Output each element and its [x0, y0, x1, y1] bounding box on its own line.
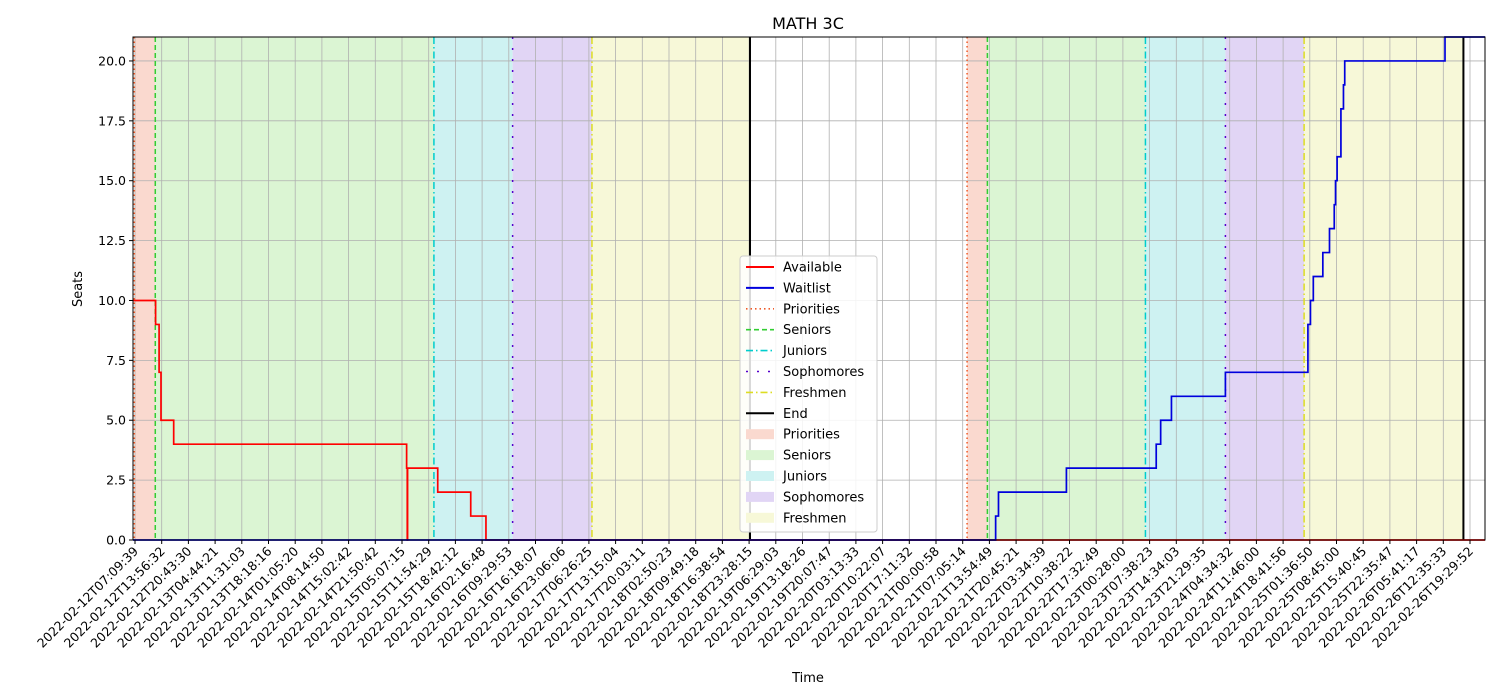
x-axis-label: Time — [791, 671, 824, 686]
band-freshmen-10 — [1304, 37, 1464, 540]
legend-label-freshmen: Freshmen — [783, 386, 847, 401]
band-seniors-1 — [155, 37, 434, 540]
legend-label-juniors: Juniors — [782, 344, 827, 359]
legend-label-freshmen: Freshmen — [783, 511, 847, 526]
band-priorities-0 — [134, 37, 156, 540]
band-priorities-6 — [967, 37, 988, 540]
data-series — [133, 36, 1485, 541]
legend-label-waitlist: Waitlist — [783, 281, 831, 296]
y-tick-label: 17.5 — [98, 113, 126, 128]
legend: Available Waitlist Priorities Seniors Junior… — [739, 255, 878, 533]
legend-label-sophomores: Sophomores — [783, 490, 864, 505]
legend-patch-priorities — [746, 429, 774, 440]
legend-patch-juniors — [746, 471, 774, 481]
band-seniors-7 — [987, 37, 1146, 540]
legend-patch-freshmen — [746, 512, 774, 523]
legend-label-priorities: Priorities — [783, 428, 840, 443]
band-sophomores-9 — [1225, 37, 1305, 540]
band-sophomores-3 — [512, 37, 592, 540]
y-tick-label: 20.0 — [98, 53, 126, 68]
y-axis-ticks: 0.0 2.5 5.0 7.5 10.0 12.5 15.0 17.5 20.0 — [98, 53, 133, 548]
phase-start-lines — [133, 37, 1465, 540]
legend-label-seniors: Seniors — [783, 323, 831, 338]
legend-box — [739, 255, 878, 533]
y-tick-label: 15.0 — [98, 173, 126, 188]
y-tick-label: 2.5 — [106, 473, 126, 488]
y-tick-label: 10.0 — [98, 293, 126, 308]
legend-patch-sophomores — [746, 491, 774, 502]
series-line-available — [133, 299, 1485, 541]
y-tick-label: 7.5 — [106, 353, 126, 368]
x-axis-ticks: 2022-02-12T07:09:392022-02-12T13:56:3220… — [34, 540, 1476, 651]
plot-frame — [132, 36, 1486, 541]
grid-lines — [133, 37, 1485, 541]
y-tick-label: 5.0 — [106, 413, 126, 428]
y-tick-label: 0.0 — [106, 533, 126, 548]
legend-label-end: End — [783, 407, 808, 422]
legend-label-available: Available — [783, 261, 842, 276]
band-juniors-8 — [1145, 37, 1226, 540]
band-juniors-2 — [433, 37, 513, 540]
y-tick-label: 12.5 — [98, 233, 126, 248]
legend-label-sophomores: Sophomores — [783, 365, 864, 380]
chart-title: MATH 3C — [772, 14, 844, 33]
series-line-waitlist — [133, 36, 1485, 541]
legend-label-priorities: Priorities — [783, 302, 840, 317]
legend-patch-seniors — [746, 450, 774, 461]
legend-label-juniors: Juniors — [782, 470, 827, 485]
y-axis-label: Seats — [71, 271, 86, 307]
legend-label-seniors: Seniors — [783, 449, 831, 464]
